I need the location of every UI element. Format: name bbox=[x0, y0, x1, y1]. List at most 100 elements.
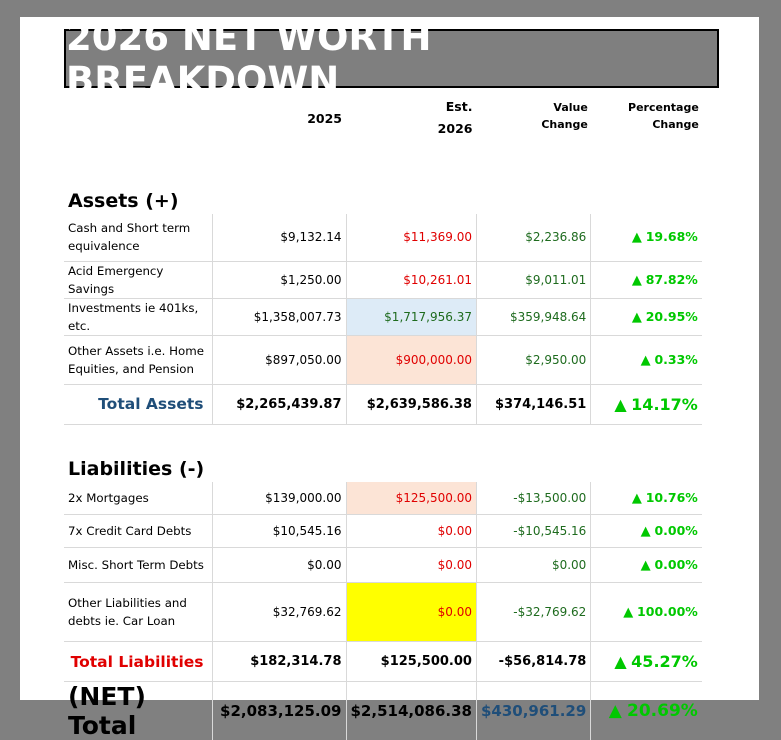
up-triangle-icon: ▲ bbox=[632, 230, 642, 245]
table-row: Other Liabilities and debts ie. Car Loan… bbox=[64, 583, 702, 642]
total-assets-2025: $2,265,439.87 bbox=[212, 384, 346, 424]
up-triangle-icon: ▲ bbox=[632, 310, 642, 325]
header-est-2026: Est. 2026 bbox=[346, 89, 476, 177]
liabilities-section-heading-row: Liabilities (-) bbox=[64, 445, 702, 482]
assets-heading: Assets (+) bbox=[64, 177, 702, 214]
value-2025: $1,358,007.73 bbox=[212, 298, 346, 335]
value-change: -$32,769.62 bbox=[476, 583, 590, 642]
value-2026: $900,000.00 bbox=[346, 335, 476, 384]
up-triangle-icon: ▲ bbox=[641, 524, 651, 539]
value-2026: $0.00 bbox=[346, 583, 476, 642]
table-row: Cash and Short term equivalence $9,132.1… bbox=[64, 214, 702, 261]
up-triangle-icon: ▲ bbox=[614, 652, 626, 671]
value-2026: $11,369.00 bbox=[346, 214, 476, 261]
total-liabilities-label: Total Liabilities bbox=[64, 642, 212, 682]
total-liabilities-2026: $125,500.00 bbox=[346, 642, 476, 682]
spacer bbox=[64, 424, 702, 445]
table-row: 2x Mortgages $139,000.00 $125,500.00 -$1… bbox=[64, 482, 702, 515]
total-liabilities-change: -$56,814.78 bbox=[476, 642, 590, 682]
header-change-label: Change bbox=[480, 116, 587, 133]
percentage-change: ▲ 0.00% bbox=[591, 548, 702, 583]
table-row: 7x Credit Card Debts $10,545.16 $0.00 -$… bbox=[64, 515, 702, 548]
table-row: Acid Emergency Savings $1,250.00 $10,261… bbox=[64, 261, 702, 298]
page-title: 2026 NET WORTH BREAKDOWN bbox=[64, 29, 719, 88]
value-2025: $1,250.00 bbox=[212, 261, 346, 298]
up-triangle-icon: ▲ bbox=[641, 558, 651, 573]
value-change: $2,236.86 bbox=[476, 214, 590, 261]
value-2026: $0.00 bbox=[346, 548, 476, 583]
total-assets-2026: $2,639,586.38 bbox=[346, 384, 476, 424]
spacer-row bbox=[64, 424, 702, 445]
header-value-change: Value Change bbox=[476, 89, 590, 177]
percentage-value: 87.82% bbox=[646, 272, 698, 287]
net-total-row: (NET) Total $2,083,125.09 $2,514,086.38 … bbox=[64, 682, 702, 740]
percentage-value: 10.76% bbox=[646, 490, 698, 505]
total-liabilities-row: Total Liabilities $182,314.78 $125,500.0… bbox=[64, 642, 702, 682]
up-triangle-icon: ▲ bbox=[632, 491, 642, 506]
value-2025: $0.00 bbox=[212, 548, 346, 583]
header-percentage-label: Percentage bbox=[595, 99, 699, 116]
percentage-value: 100.00% bbox=[637, 604, 698, 619]
percentage-value: 20.95% bbox=[646, 309, 698, 324]
net-total-2026: $2,514,086.38 bbox=[346, 682, 476, 740]
row-label: 7x Credit Card Debts bbox=[64, 515, 212, 548]
percentage-change: ▲ 20.95% bbox=[591, 298, 702, 335]
value-2025: $897,050.00 bbox=[212, 335, 346, 384]
percentage-change: ▲ 10.76% bbox=[591, 482, 702, 515]
table-row: Other Assets i.e. Home Equities, and Pen… bbox=[64, 335, 702, 384]
header-est-label: Est. bbox=[350, 96, 472, 118]
percentage-value: 14.17% bbox=[631, 395, 698, 414]
value-change: $359,948.64 bbox=[476, 298, 590, 335]
percentage-value: 0.33% bbox=[654, 352, 697, 367]
value-2025: $9,132.14 bbox=[212, 214, 346, 261]
row-label: Cash and Short term equivalence bbox=[64, 214, 212, 261]
value-change: -$13,500.00 bbox=[476, 482, 590, 515]
table-row: Misc. Short Term Debts $0.00 $0.00 $0.00… bbox=[64, 548, 702, 583]
percentage-change: ▲ 19.68% bbox=[591, 214, 702, 261]
value-2026: $0.00 bbox=[346, 515, 476, 548]
value-2025: $10,545.16 bbox=[212, 515, 346, 548]
value-change: $0.00 bbox=[476, 548, 590, 583]
up-triangle-icon: ▲ bbox=[641, 353, 651, 368]
up-triangle-icon: ▲ bbox=[614, 395, 626, 414]
value-change: -$10,545.16 bbox=[476, 515, 590, 548]
liabilities-heading: Liabilities (-) bbox=[64, 445, 702, 482]
percentage-value: 45.27% bbox=[631, 652, 698, 671]
table-row: Investments ie 401ks, etc. $1,358,007.73… bbox=[64, 298, 702, 335]
percentage-change: ▲ 0.00% bbox=[591, 515, 702, 548]
up-triangle-icon: ▲ bbox=[623, 605, 633, 620]
net-total-label: (NET) Total bbox=[64, 682, 212, 740]
net-total-percentage: ▲ 20.69% bbox=[591, 682, 702, 740]
net-total-2025: $2,083,125.09 bbox=[212, 682, 346, 740]
row-label: Acid Emergency Savings bbox=[64, 261, 212, 298]
header-pct-change-label: Change bbox=[595, 116, 699, 133]
row-label: 2x Mortgages bbox=[64, 482, 212, 515]
value-change: $2,950.00 bbox=[476, 335, 590, 384]
header-2025: 2025 bbox=[212, 89, 346, 177]
percentage-value: 19.68% bbox=[646, 229, 698, 244]
net-worth-sheet: 2026 NET WORTH BREAKDOWN 2025 Est. 2026 … bbox=[20, 17, 759, 700]
percentage-change: ▲ 0.33% bbox=[591, 335, 702, 384]
total-assets-row: Total Assets $2,265,439.87 $2,639,586.38… bbox=[64, 384, 702, 424]
assets-section-heading-row: Assets (+) bbox=[64, 177, 702, 214]
up-triangle-icon: ▲ bbox=[632, 273, 642, 288]
value-2026: $1,717,956.37 bbox=[346, 298, 476, 335]
header-value-label: Value bbox=[480, 99, 587, 116]
percentage-value: 20.69% bbox=[627, 701, 698, 721]
total-assets-percentage: ▲ 14.17% bbox=[591, 384, 702, 424]
percentage-value: 0.00% bbox=[654, 557, 697, 572]
row-label: Other Liabilities and debts ie. Car Loan bbox=[64, 583, 212, 642]
total-assets-change: $374,146.51 bbox=[476, 384, 590, 424]
row-label: Other Assets i.e. Home Equities, and Pen… bbox=[64, 335, 212, 384]
percentage-value: 0.00% bbox=[654, 523, 697, 538]
value-2026: $10,261.01 bbox=[346, 261, 476, 298]
percentage-change: ▲ 100.00% bbox=[591, 583, 702, 642]
net-total-change: $430,961.29 bbox=[476, 682, 590, 740]
value-change: $9,011.01 bbox=[476, 261, 590, 298]
header-2026-label: 2026 bbox=[350, 118, 472, 140]
percentage-change: ▲ 87.82% bbox=[591, 261, 702, 298]
row-label: Misc. Short Term Debts bbox=[64, 548, 212, 583]
value-2026: $125,500.00 bbox=[346, 482, 476, 515]
total-liabilities-2025: $182,314.78 bbox=[212, 642, 346, 682]
up-triangle-icon: ▲ bbox=[609, 701, 622, 721]
